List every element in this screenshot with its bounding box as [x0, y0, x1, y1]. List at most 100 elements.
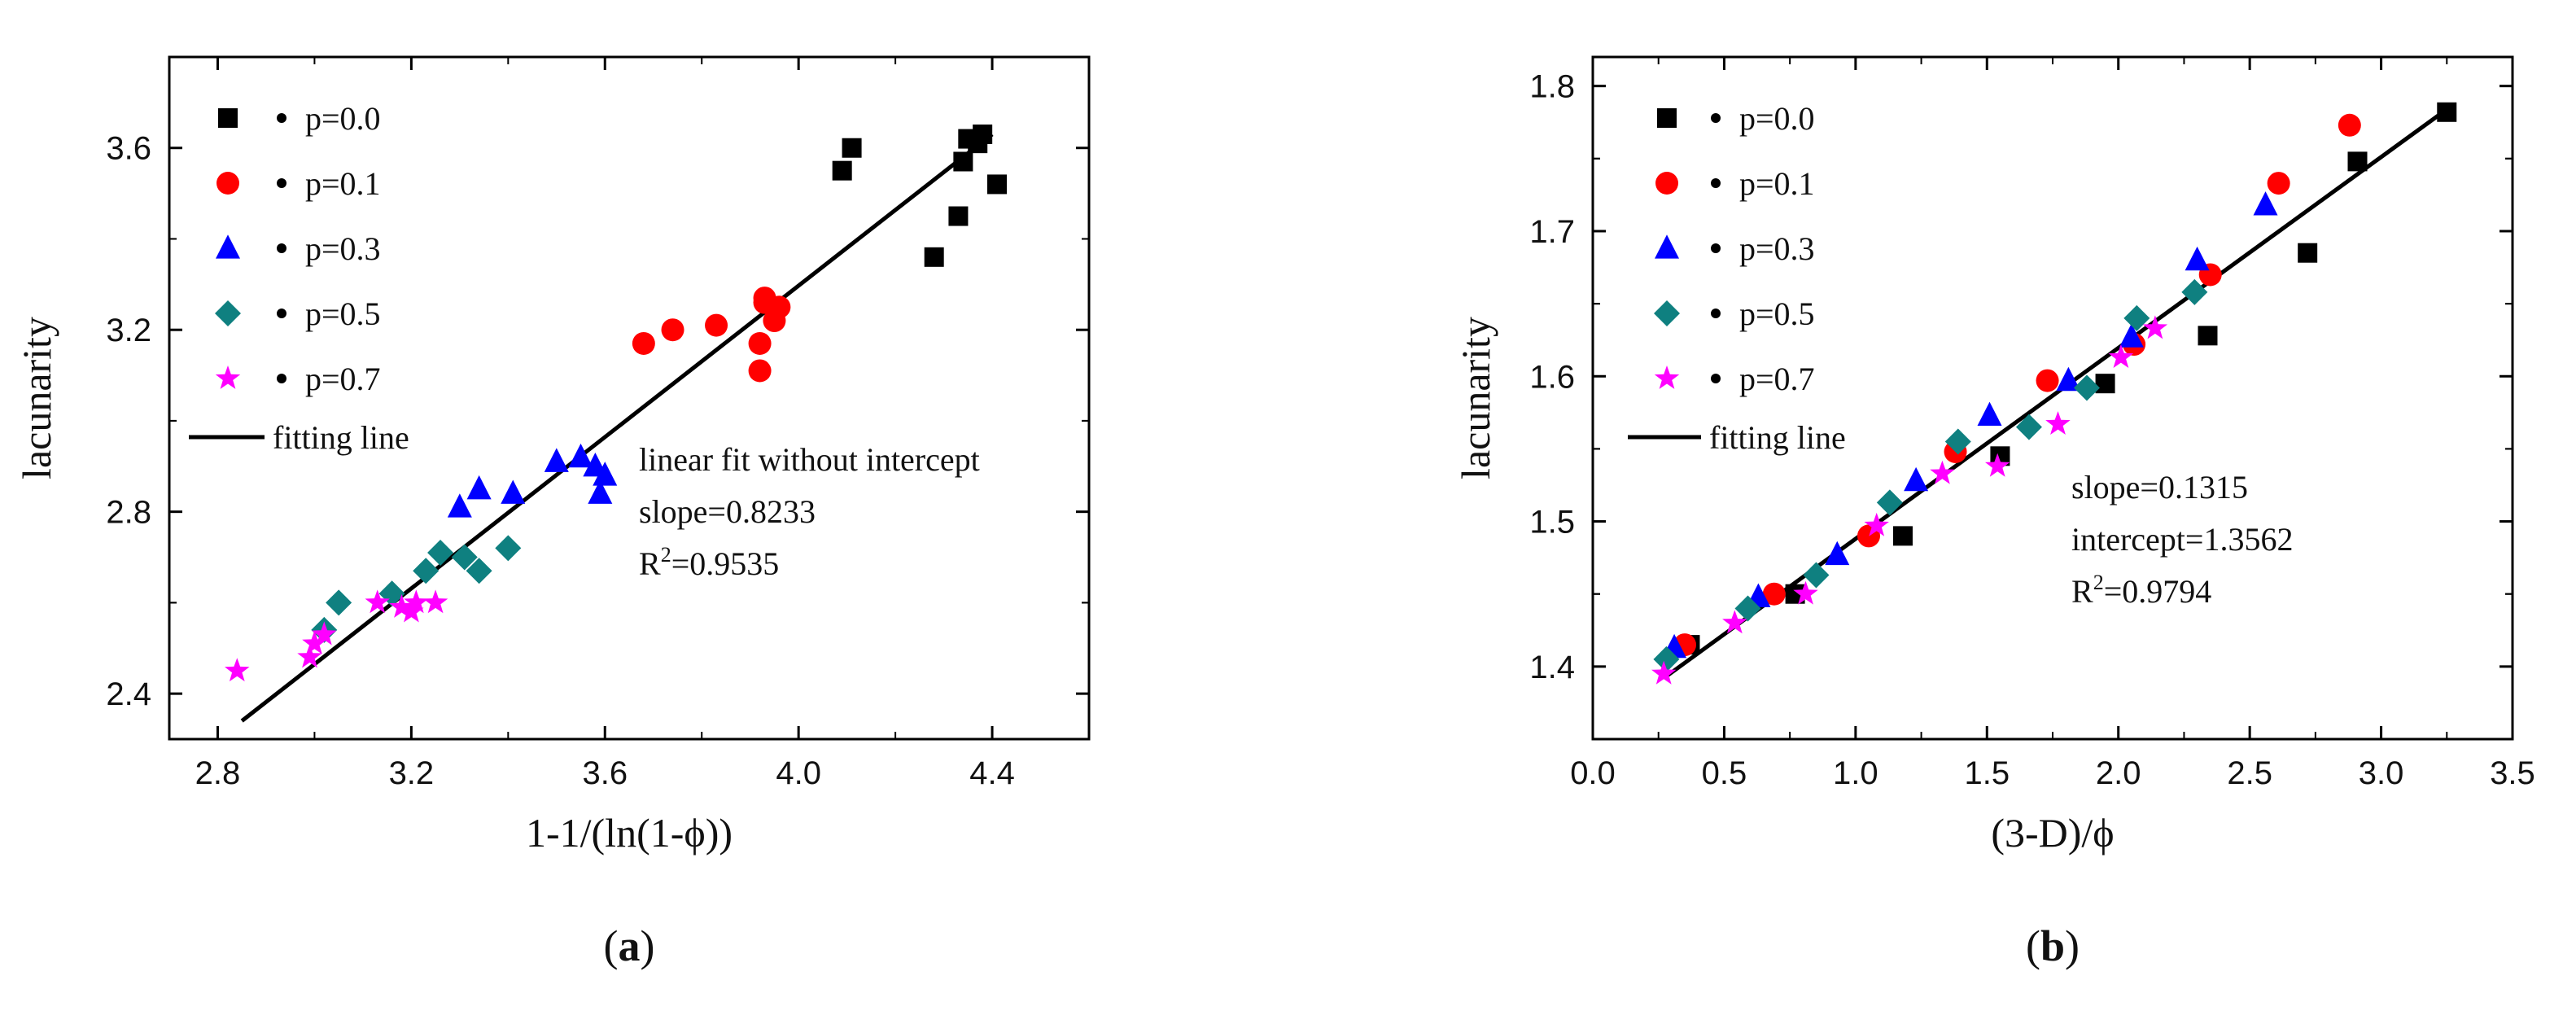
- data-point-star: [1985, 453, 2010, 477]
- y-tick-label: 2.4: [106, 676, 151, 712]
- data-point-triangle: [447, 493, 472, 518]
- y-axis-title: lacunarity: [14, 317, 59, 479]
- data-point-star: [389, 594, 414, 618]
- data-point-square: [2347, 151, 2368, 172]
- data-point-star: [422, 589, 448, 614]
- panel-label-open: (: [604, 921, 619, 970]
- panel-label-letter: b: [2040, 921, 2065, 970]
- x-tick-label: 0.5: [1702, 755, 1747, 791]
- r-squared-prefix: R: [639, 545, 661, 582]
- x-tick-label: 3.6: [582, 755, 628, 791]
- data-point-triangle: [1825, 541, 1850, 566]
- data-point-star: [2108, 344, 2134, 368]
- data-point-triangle: [588, 479, 613, 504]
- annotation-line: intercept=1.3562: [2071, 521, 2293, 558]
- legend-marker-star: [215, 365, 241, 389]
- x-tick-label: 2.0: [2096, 755, 2141, 791]
- data-point-square: [2298, 243, 2318, 263]
- legend-dot: [277, 243, 286, 253]
- data-point-square: [973, 124, 993, 144]
- data-point-diamond: [2181, 278, 2208, 305]
- legend-dot: [1711, 113, 1721, 123]
- x-tick-label: 3.5: [2490, 755, 2535, 791]
- legend-dot: [1711, 243, 1721, 253]
- data-point-diamond: [326, 589, 352, 616]
- legend-label: p=0.0: [305, 100, 381, 137]
- data-point-diamond: [466, 558, 492, 584]
- data-point-diamond: [1734, 595, 1761, 622]
- data-point-star: [2045, 411, 2071, 435]
- panel-label-letter: a: [619, 921, 641, 970]
- data-point-circle: [2036, 369, 2059, 392]
- legend-marker-circle: [1655, 172, 1678, 195]
- data-point-circle: [748, 359, 772, 383]
- y-tick-label: 1.8: [1529, 69, 1575, 105]
- data-point-star: [2142, 315, 2168, 339]
- y-tick-label: 1.7: [1529, 214, 1575, 250]
- data-point-triangle: [501, 479, 526, 504]
- annotation-line: slope=0.8233: [639, 493, 816, 530]
- data-point-square: [842, 138, 862, 158]
- r-squared-prefix: R: [2071, 573, 2093, 610]
- legend-dot: [277, 178, 286, 188]
- legend-label: p=0.7: [305, 361, 381, 397]
- legend-dot: [1711, 309, 1721, 318]
- data-point-square: [924, 247, 944, 267]
- legend-marker-square: [218, 108, 238, 128]
- plot-frame: [168, 55, 1091, 741]
- panel-label-close: ): [2065, 921, 2080, 970]
- data-point-triangle: [1977, 401, 2002, 426]
- data-point-star: [302, 630, 327, 654]
- data-point-diamond: [495, 535, 522, 562]
- y-tick-label: 1.4: [1529, 650, 1575, 685]
- x-tick-label: 2.5: [2227, 755, 2272, 791]
- y-tick-label: 3.2: [106, 313, 151, 348]
- data-point-circle: [2338, 113, 2361, 137]
- data-point-circle: [632, 331, 655, 355]
- legend-dot: [277, 309, 286, 318]
- x-tick-label: 1.5: [1964, 755, 2010, 791]
- fit-line: [240, 133, 994, 723]
- data-point-circle: [768, 295, 791, 319]
- data-point-diamond: [1876, 489, 1903, 516]
- panel-b: 0.0 0.5 1.0 1.5 2.0 2.5 3.0 3.5 1.4 1.5 1.6 1.7 1.8 (…: [1453, 55, 2535, 970]
- data-point-square: [1892, 526, 1913, 546]
- legend-label: p=0.5: [305, 295, 381, 332]
- y-tick-label: 1.6: [1529, 359, 1575, 395]
- data-point-star: [1651, 660, 1677, 685]
- data-point-square: [2095, 374, 2115, 394]
- legend-label: p=0.3: [1739, 230, 1815, 267]
- data-point-diamond: [427, 539, 454, 566]
- legend-dot: [277, 374, 286, 383]
- data-point-triangle: [1904, 466, 1929, 492]
- y-tick-label: 1.5: [1529, 505, 1575, 541]
- data-point-triangle: [2119, 323, 2144, 348]
- panel-label-close: ): [641, 921, 655, 970]
- x-tick-label: 4.4: [969, 755, 1015, 791]
- legend-marker-circle: [216, 172, 239, 195]
- x-tick-label: 0.0: [1570, 755, 1616, 791]
- data-point-circle: [661, 318, 684, 342]
- data-point-diamond: [2015, 414, 2042, 440]
- panel-label: (a): [604, 921, 655, 970]
- y-tick-label: 3.6: [106, 131, 151, 167]
- x-tick-label: 4.0: [776, 755, 821, 791]
- data-point-star: [225, 658, 250, 682]
- data-point-triangle: [2056, 366, 2081, 392]
- panel-a: 2.8 3.2 3.6 4.0 4.4 2.4 2.8 3.2 3.6 1-1/(ln(1-ϕ))…: [14, 55, 1091, 970]
- r-squared-value: =0.9535: [671, 545, 780, 582]
- legend-dot: [1711, 178, 1721, 188]
- data-point-diamond: [413, 558, 440, 584]
- x-tick-label: 1.0: [1833, 755, 1878, 791]
- annotation-line: linear fit without intercept: [639, 441, 980, 478]
- legend-label: p=0.1: [1739, 165, 1815, 202]
- data-point-square: [2437, 102, 2457, 122]
- legend-fit-label: fitting line: [1709, 419, 1846, 456]
- legend-label: p=0.7: [1739, 361, 1815, 397]
- data-point-diamond: [1944, 428, 1971, 455]
- legend-marker-diamond: [215, 300, 241, 326]
- r-squared-sup: 2: [2093, 571, 2104, 594]
- legend-marker-square: [1657, 108, 1677, 128]
- data-point-triangle: [568, 443, 593, 468]
